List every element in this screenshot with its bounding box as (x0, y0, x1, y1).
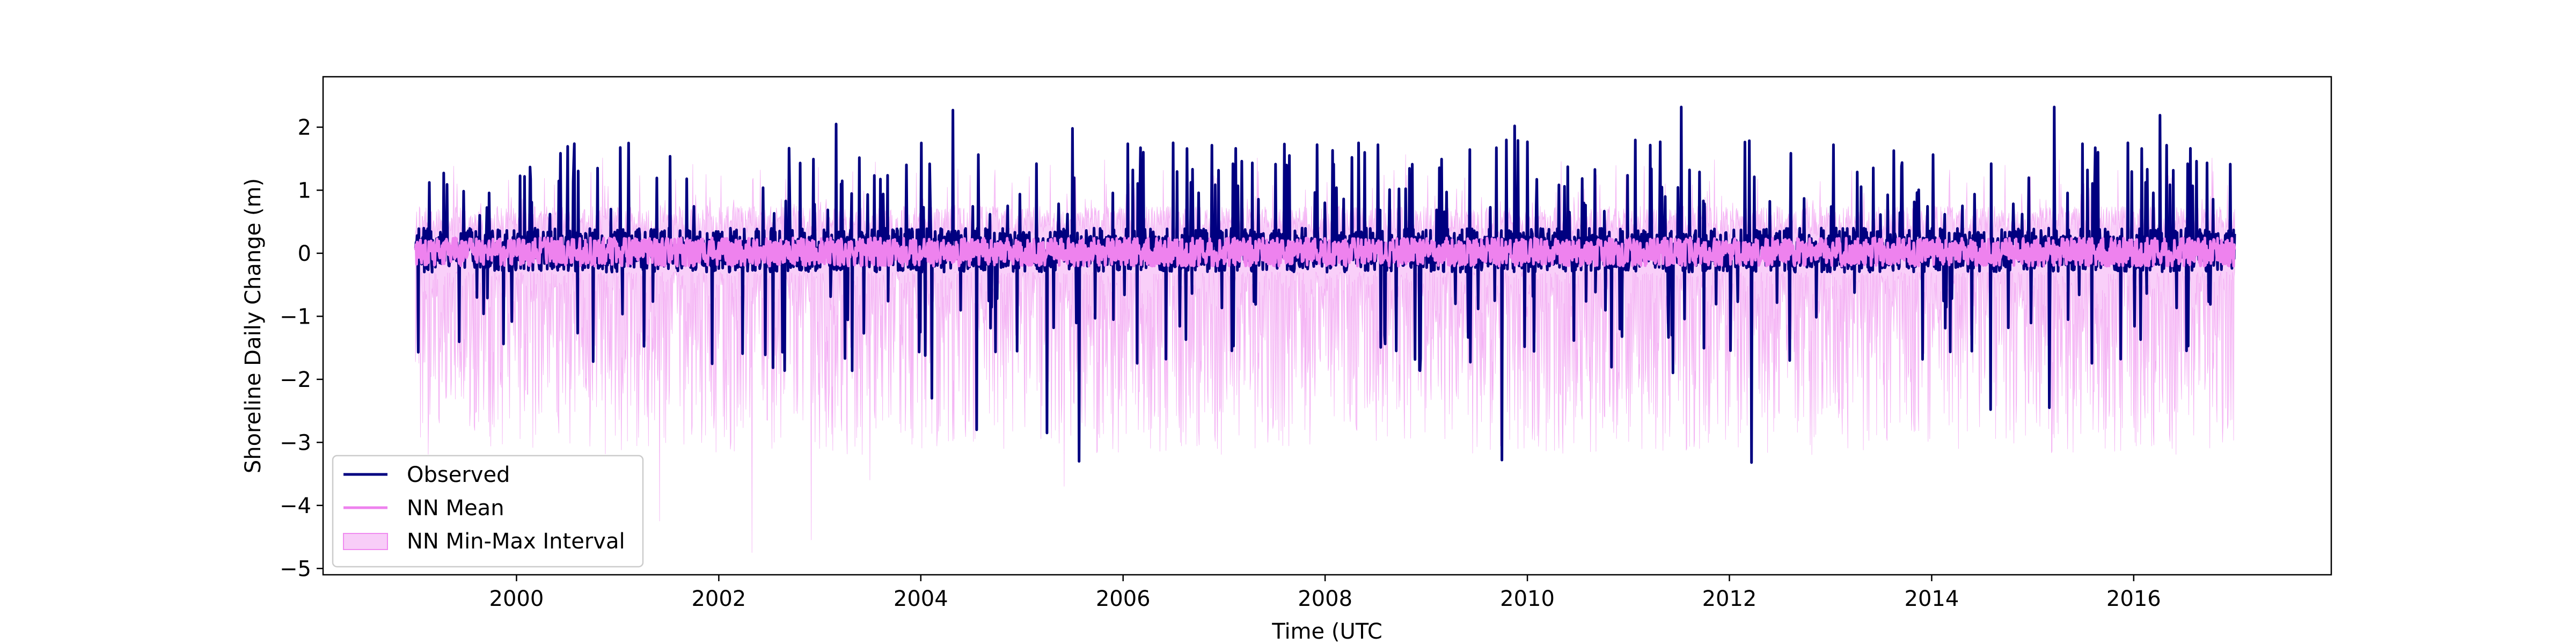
y-tick-label: 1 (298, 178, 311, 203)
x-tick-label: 2002 (691, 587, 746, 611)
y-axis: −5 −4 −3 −2 −1 0 1 2 (280, 115, 323, 581)
y-tick-label: 2 (298, 115, 311, 140)
legend-label-observed: Observed (407, 463, 510, 487)
y-tick-label: −2 (280, 368, 311, 392)
nn-mean-line (414, 236, 2236, 268)
x-tick-label: 2016 (2106, 587, 2161, 611)
x-tick-label: 2014 (1905, 587, 1959, 611)
x-tick-label: 2010 (1500, 587, 1555, 611)
y-tick-label: −5 (280, 557, 311, 581)
x-axis: 2000 2002 2004 2006 2008 2010 2012 2014 2016 (489, 575, 2161, 611)
legend-label-nn-mean: NN Mean (407, 496, 504, 521)
x-tick-label: 2008 (1298, 587, 1352, 611)
x-tick-label: 2004 (894, 587, 948, 611)
x-tick-label: 2000 (489, 587, 544, 611)
x-axis-label: Time (UTC (1271, 619, 1382, 644)
y-tick-label: 0 (298, 241, 311, 266)
x-tick-label: 2012 (1702, 587, 1757, 611)
y-tick-label: −3 (280, 430, 311, 455)
legend-swatch-nn-interval (343, 533, 388, 550)
x-tick-label: 2006 (1096, 587, 1151, 611)
y-axis-label: Shoreline Daily Change (m) (241, 178, 266, 473)
legend-box (332, 455, 644, 568)
legend-label-nn-interval: NN Min-Max Interval (407, 529, 625, 554)
plot-area (322, 76, 2332, 576)
y-tick-label: −1 (280, 304, 311, 329)
nn-mean-series (414, 236, 2236, 268)
plot-frame (322, 76, 2332, 576)
y-tick-label: −4 (280, 494, 311, 518)
legend: Observed NN Mean NN Min-Max Interval (332, 455, 644, 568)
